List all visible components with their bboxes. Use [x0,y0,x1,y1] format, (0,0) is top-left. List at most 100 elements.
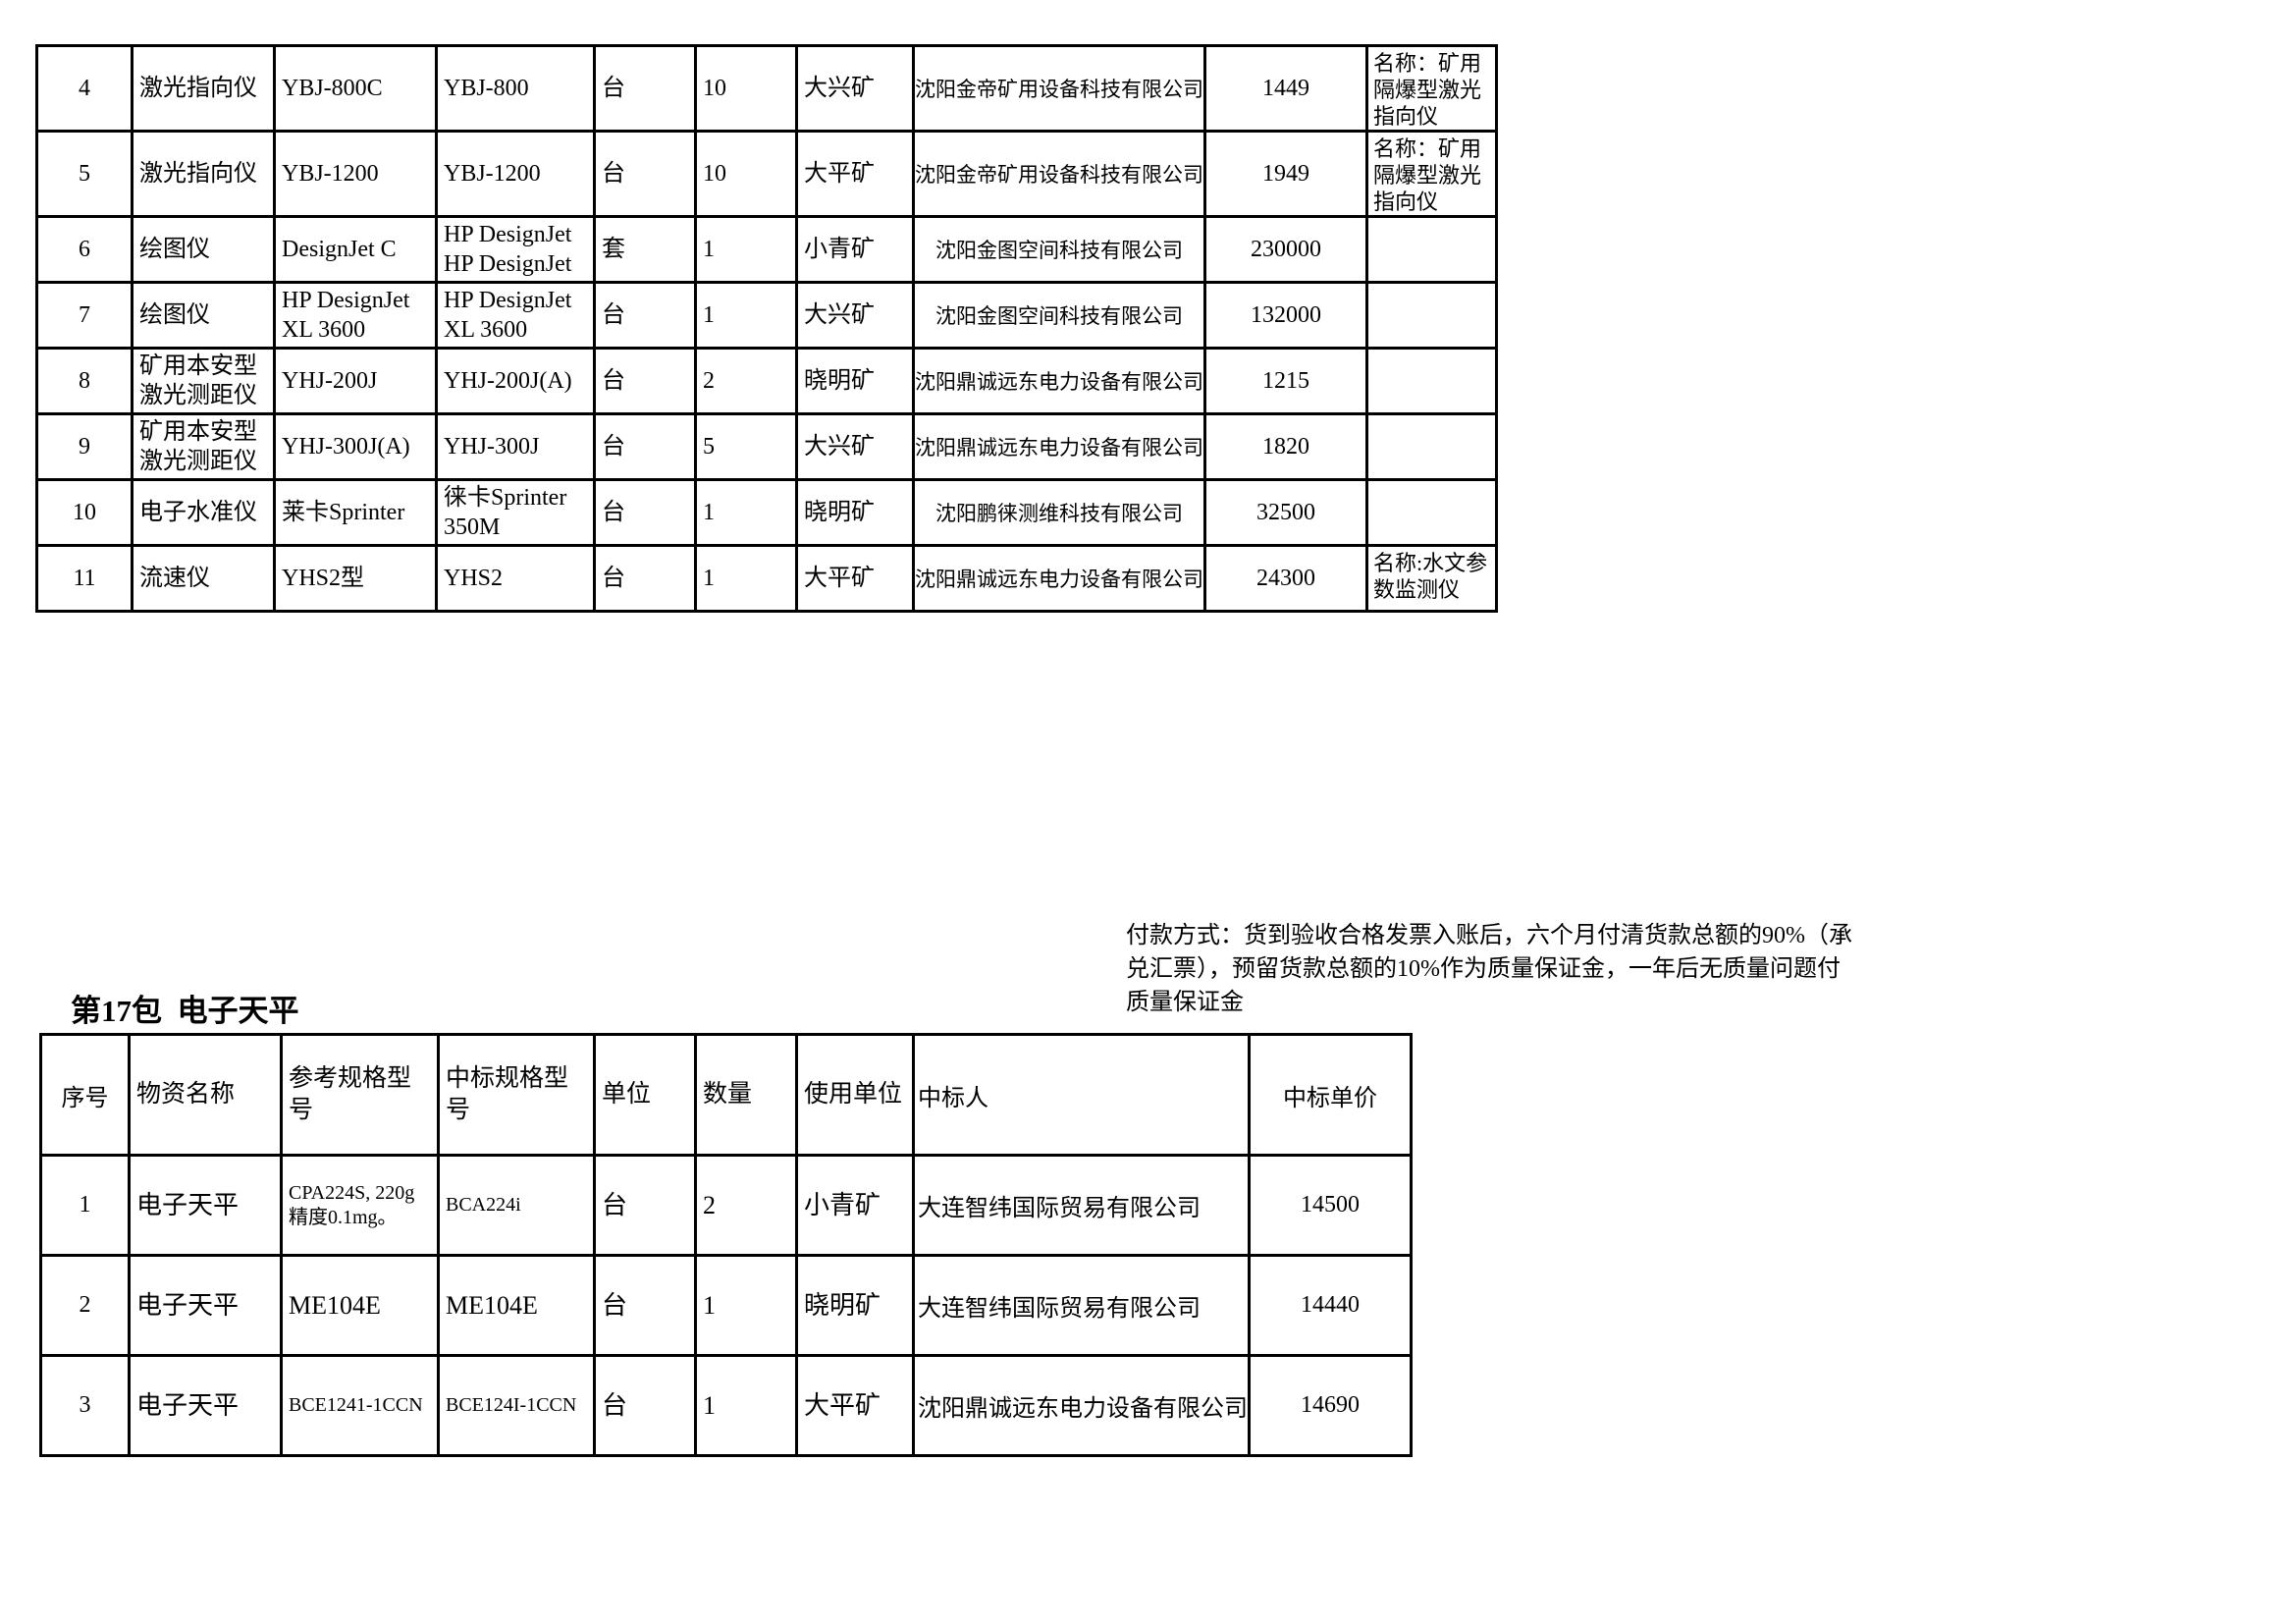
table-row: 5 激光指向仪 YBJ-1200 YBJ-1200 台 10 大平矿 沈阳金帝矿用设备科技有限… [35,130,1498,218]
cell-user: 晓明矿 [795,478,915,547]
cell-win: YHJ-300J [435,412,596,481]
cell-price: 1449 [1203,44,1368,133]
cell-ref: YHJ-300J(A) [273,412,438,481]
table-row: 11 流速仪 YHS2型 YHS2 台 1 大平矿 沈阳鼎诚远东电力设备有限公司 24300 名称… [35,544,1498,613]
cell-user: 大兴矿 [795,281,915,350]
cell-win: ME104E [437,1254,596,1357]
cell-unit: 台 [593,1154,697,1257]
table: 序号 物资名称 参考规格型号 中标规格型号 单位 数量 使用单位 中标人 中标单价 1 电子天平 CP… [39,1033,1413,1457]
column-header: 物资名称 [128,1033,283,1157]
cell-bidder: 沈阳金图空间科技有限公司 [912,215,1206,284]
header-row: 序号 物资名称 参考规格型号 中标规格型号 单位 数量 使用单位 中标人 中标单价 [39,1033,1413,1157]
column-header: 使用单位 [795,1033,915,1157]
cell-qty: 1 [694,1254,798,1357]
cell-unit: 台 [593,1254,697,1357]
cell-win: YBJ-800 [435,44,596,133]
cell-ref: YBJ-1200 [273,130,438,218]
cell-ref: HP DesignJet XL 3600 [273,281,438,350]
cell-note: 名称：矿用隔爆型激光指向仪 [1365,44,1498,133]
cell-note [1365,347,1498,415]
cell-price: 1820 [1203,412,1368,481]
column-header: 数量 [694,1033,798,1157]
cell-win: HP DesignJet XL 3600 [435,281,596,350]
cell-price: 1215 [1203,347,1368,415]
cell-seq: 4 [35,44,133,133]
column-header: 中标人 [912,1033,1251,1157]
column-header: 参考规格型号 [280,1033,440,1157]
cell-bidder: 沈阳鼎诚远东电力设备有限公司 [912,544,1206,613]
cell-qty: 2 [694,347,798,415]
package-17-title: 第17包 电子天平 [71,994,299,1028]
cell-price: 32500 [1203,478,1368,547]
cell-name: 绘图仪 [131,215,276,284]
cell-name: 电子天平 [128,1254,283,1357]
table-row: 6 绘图仪 DesignJet C HP DesignJet HP DesignJet… [35,215,1498,284]
cell-qty: 1 [694,215,798,284]
cell-price: 24300 [1203,544,1368,613]
cell-price: 14440 [1248,1254,1413,1357]
cell-ref: DesignJet C [273,215,438,284]
cell-ref: YHS2型 [273,544,438,613]
table-row: 7 绘图仪 HP DesignJet XL 3600 HP DesignJet XL … [35,281,1498,350]
cell-note [1365,215,1498,284]
cell-unit: 台 [593,44,697,133]
cell-price: 230000 [1203,215,1368,284]
cell-qty: 1 [694,281,798,350]
cell-user: 大平矿 [795,130,915,218]
cell-price: 132000 [1203,281,1368,350]
cell-bidder: 沈阳金帝矿用设备科技有限公司 [912,130,1206,218]
cell-ref: 莱卡Sprinter [273,478,438,547]
cell-unit: 台 [593,478,697,547]
cell-user: 晓明矿 [795,347,915,415]
cell-qty: 1 [694,1354,798,1457]
payment-terms: 付款方式：货到验收合格发票入账后，六个月付清货款总额的90%（承 兑汇票），预留… [1126,919,1950,1019]
cell-bidder: 沈阳鼎诚远东电力设备有限公司 [912,412,1206,481]
cell-win: 徕卡Sprinter 350M [435,478,596,547]
cell-note [1365,281,1498,350]
cell-qty: 2 [694,1154,798,1257]
cell-seq: 7 [35,281,133,350]
cell-bidder: 沈阳金帝矿用设备科技有限公司 [912,44,1206,133]
cell-user: 大兴矿 [795,412,915,481]
cell-bidder: 沈阳鹏徕测维科技有限公司 [912,478,1206,547]
cell-qty: 1 [694,544,798,613]
cell-unit: 台 [593,544,697,613]
package-17-table: 序号 物资名称 参考规格型号 中标规格型号 单位 数量 使用单位 中标人 中标单价 1 电子天平 CP… [39,1033,1413,1457]
cell-win: YHJ-200J(A) [435,347,596,415]
cell-user: 小青矿 [795,1154,915,1257]
cell-unit: 套 [593,215,697,284]
cell-unit: 台 [593,281,697,350]
cell-name: 矿用本安型激光测距仪 [131,412,276,481]
cell-ref: CPA224S, 220g 精度0.1mg。 [280,1154,440,1257]
cell-ref: ME104E [280,1254,440,1357]
payment-terms-line: 兑汇票），预留货款总额的10%作为质量保证金，一年后无质量问题付 [1126,956,1841,982]
cell-bidder: 沈阳鼎诚远东电力设备有限公司 [912,347,1206,415]
table-row: 4 激光指向仪 YBJ-800C YBJ-800 台 10 大兴矿 沈阳金帝矿用设备科技有限公… [35,44,1498,133]
cell-note: 名称:水文参数监测仪 [1365,544,1498,613]
column-header: 单位 [593,1033,697,1157]
cell-ref: YBJ-800C [273,44,438,133]
cell-seq: 1 [39,1154,131,1257]
cell-seq: 5 [35,130,133,218]
table-row: 2 电子天平 ME104E ME104E 台 1 晓明矿 大连智纬国际贸易有限公司 14440 [39,1254,1413,1357]
cell-note [1365,412,1498,481]
cell-name: 激光指向仪 [131,44,276,133]
cell-price: 14500 [1248,1154,1413,1257]
cell-unit: 台 [593,347,697,415]
cell-qty: 5 [694,412,798,481]
table-row: 1 电子天平 CPA224S, 220g 精度0.1mg。 BCA224i 台 2 小青矿大… [39,1154,1413,1257]
cell-price: 14690 [1248,1354,1413,1457]
table-row: 8 矿用本安型激光测距仪 YHJ-200J YHJ-200J(A) 台 2 晓明矿 沈阳鼎诚远… [35,347,1498,415]
cell-unit: 台 [593,130,697,218]
cell-unit: 台 [593,1354,697,1457]
cell-name: 电子天平 [128,1154,283,1257]
cell-user: 大平矿 [795,1354,915,1457]
cell-ref: YHJ-200J [273,347,438,415]
table-row: 3 电子天平 BCE1241-1CCN BCE124I-1CCN 台 1 大平矿 沈阳鼎诚远东… [39,1354,1413,1457]
payment-terms-line: 付款方式：货到验收合格发票入账后，六个月付清货款总额的90%（承 [1126,923,1852,948]
cell-seq: 9 [35,412,133,481]
cell-user: 大兴矿 [795,44,915,133]
column-header: 序号 [39,1033,131,1157]
cell-bidder: 大连智纬国际贸易有限公司 [912,1154,1251,1257]
cell-name: 激光指向仪 [131,130,276,218]
